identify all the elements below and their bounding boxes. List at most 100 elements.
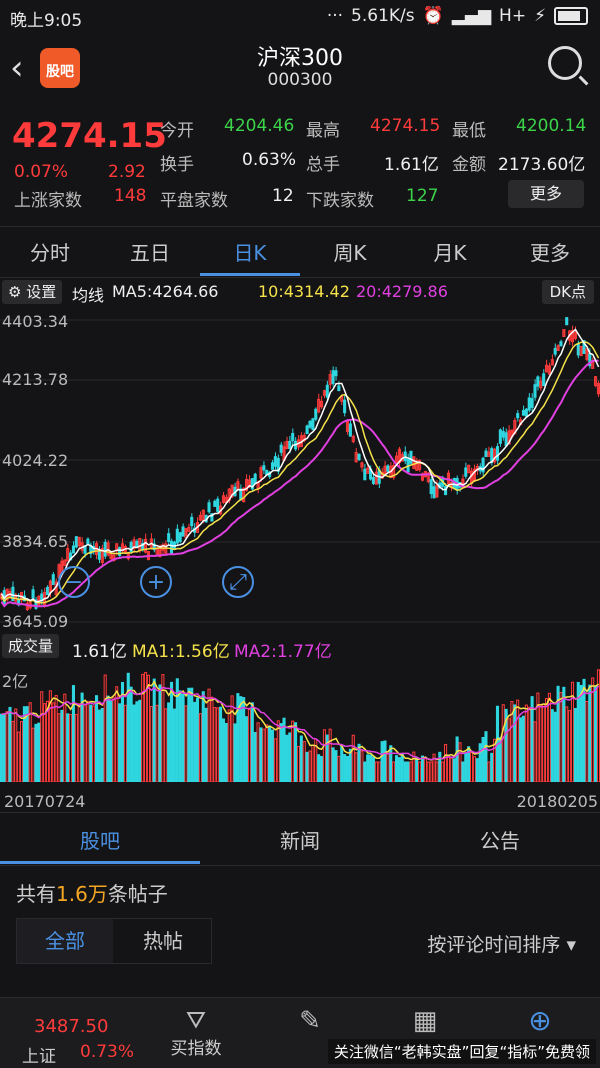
tab-announcements[interactable]: 公告 <box>480 829 520 853</box>
sort-dropdown[interactable]: 按评论时间排序 ▾ <box>427 930 576 957</box>
volume-bar <box>302 741 306 782</box>
ma-label: 均线 <box>72 286 105 305</box>
candle <box>311 418 315 431</box>
compose-button[interactable]: ✎ <box>270 998 350 1068</box>
candle <box>106 542 110 556</box>
search-icon[interactable] <box>548 46 582 80</box>
net-speed: 5.61K/s <box>351 6 415 26</box>
tab-intraday[interactable]: 分时 <box>30 241 70 265</box>
candle <box>230 484 234 498</box>
volume-bar <box>184 705 188 782</box>
filter-hot[interactable]: 热帖 <box>143 929 183 953</box>
index-ticker[interactable]: 3487.50 上证 0.73% <box>0 998 136 1068</box>
settings-label: 设置 <box>26 283 57 301</box>
volume-bar <box>319 755 324 782</box>
back-arrow-icon[interactable]: ‹ <box>10 48 24 88</box>
index-name: 上证 <box>22 1047 56 1067</box>
tab-more[interactable]: 更多 <box>530 241 570 265</box>
candle <box>432 486 436 499</box>
volume-bar <box>270 729 275 782</box>
edit-icon: ✎ <box>299 1006 321 1036</box>
volume-indicator-button[interactable]: 成交量 <box>2 634 60 658</box>
candle <box>322 390 326 396</box>
volume-bar <box>227 709 231 782</box>
filter-all[interactable]: 全部 <box>17 919 113 963</box>
buy-index-button[interactable]: ⛛ 买指数 <box>136 998 256 1068</box>
section-tab-underline <box>0 861 200 864</box>
volume-bar <box>28 702 32 782</box>
volume-bar <box>169 681 174 782</box>
volume-bar <box>371 756 375 782</box>
volume-bar <box>400 753 404 782</box>
candle <box>198 514 202 521</box>
candle <box>544 364 549 373</box>
volume-bar <box>86 700 90 782</box>
volume-bar <box>394 755 399 782</box>
tab-guba[interactable]: 股吧 <box>80 829 120 853</box>
up-value: 148 <box>114 186 147 206</box>
volume-bar <box>366 754 370 782</box>
volume-bar <box>112 697 116 782</box>
zoom-out-icon[interactable]: − <box>58 566 90 598</box>
volume-bar <box>296 745 300 782</box>
volume-bar <box>308 750 312 782</box>
volume-bar <box>360 750 364 782</box>
volume-bar <box>423 757 427 782</box>
candle <box>354 452 358 463</box>
chevron-down-icon: ▾ <box>566 934 576 956</box>
volume-bar <box>559 691 563 782</box>
volume-bar <box>37 722 41 782</box>
y-tick-3: 4024.22 <box>2 451 69 470</box>
volume-bar <box>210 696 214 782</box>
volume-bar <box>547 692 551 782</box>
volume-ma1: MA1:1.56亿 <box>132 642 230 662</box>
zoom-in-icon[interactable]: + <box>140 566 172 598</box>
tab-weekly-k[interactable]: 周K <box>333 241 367 265</box>
high-label: 最高 <box>306 121 340 141</box>
tab-monthly-k[interactable]: 月K <box>433 241 467 265</box>
volume-bar <box>446 755 450 782</box>
dk-button[interactable]: DK点 <box>541 280 594 304</box>
volume-bar <box>11 720 15 782</box>
fullscreen-icon[interactable]: ⤢ <box>222 566 254 598</box>
volume-bar <box>273 738 277 782</box>
volume-bar <box>224 722 228 782</box>
volume-bar <box>51 702 55 782</box>
post-count: 共有1.6万条帖子 <box>16 878 168 907</box>
volume-bar <box>155 704 159 782</box>
candle <box>556 345 560 352</box>
volume-bar <box>17 731 21 782</box>
candle <box>493 448 497 463</box>
tab-news[interactable]: 新闻 <box>280 829 320 853</box>
kline-chart[interactable] <box>0 306 600 630</box>
bottom-bar: 3487.50 上证 0.73% ⛛ 买指数 ✎ ▦ ⊕ 关注微信“老韩实盘”回… <box>0 997 600 1068</box>
volume-bar <box>276 720 280 782</box>
candle <box>343 399 347 414</box>
volume-bar <box>57 713 61 782</box>
volume-bar <box>435 761 439 782</box>
high-value: 4274.15 <box>370 116 441 136</box>
volume-chart[interactable] <box>0 664 600 782</box>
candle <box>285 440 289 449</box>
settings-button[interactable]: ⚙ 设置 <box>2 280 63 304</box>
volume-bar <box>83 703 87 782</box>
more-button[interactable]: 更多 <box>508 180 584 208</box>
add-watchlist-button[interactable]: ⊕ <box>500 998 580 1068</box>
volume-bar <box>455 736 459 782</box>
candle <box>144 538 148 553</box>
ma20-value: 20:4279.86 <box>356 282 448 301</box>
tab-daily-k[interactable]: 日K <box>233 241 267 265</box>
volume-bar <box>576 681 580 782</box>
volume-bar <box>311 744 315 782</box>
candle <box>250 478 254 490</box>
candle <box>582 340 586 354</box>
volume-bar <box>94 695 99 782</box>
grid-menu-button[interactable]: ▦ <box>385 998 465 1068</box>
volume-bar <box>187 687 191 782</box>
candle <box>273 456 277 467</box>
tab-five-day[interactable]: 五日 <box>130 241 170 265</box>
period-tabs: 分时 五日 日K 周K 月K 更多 <box>0 226 600 278</box>
guba-logo[interactable]: 股吧 <box>40 48 80 88</box>
candle <box>103 541 107 557</box>
candle <box>467 464 471 474</box>
